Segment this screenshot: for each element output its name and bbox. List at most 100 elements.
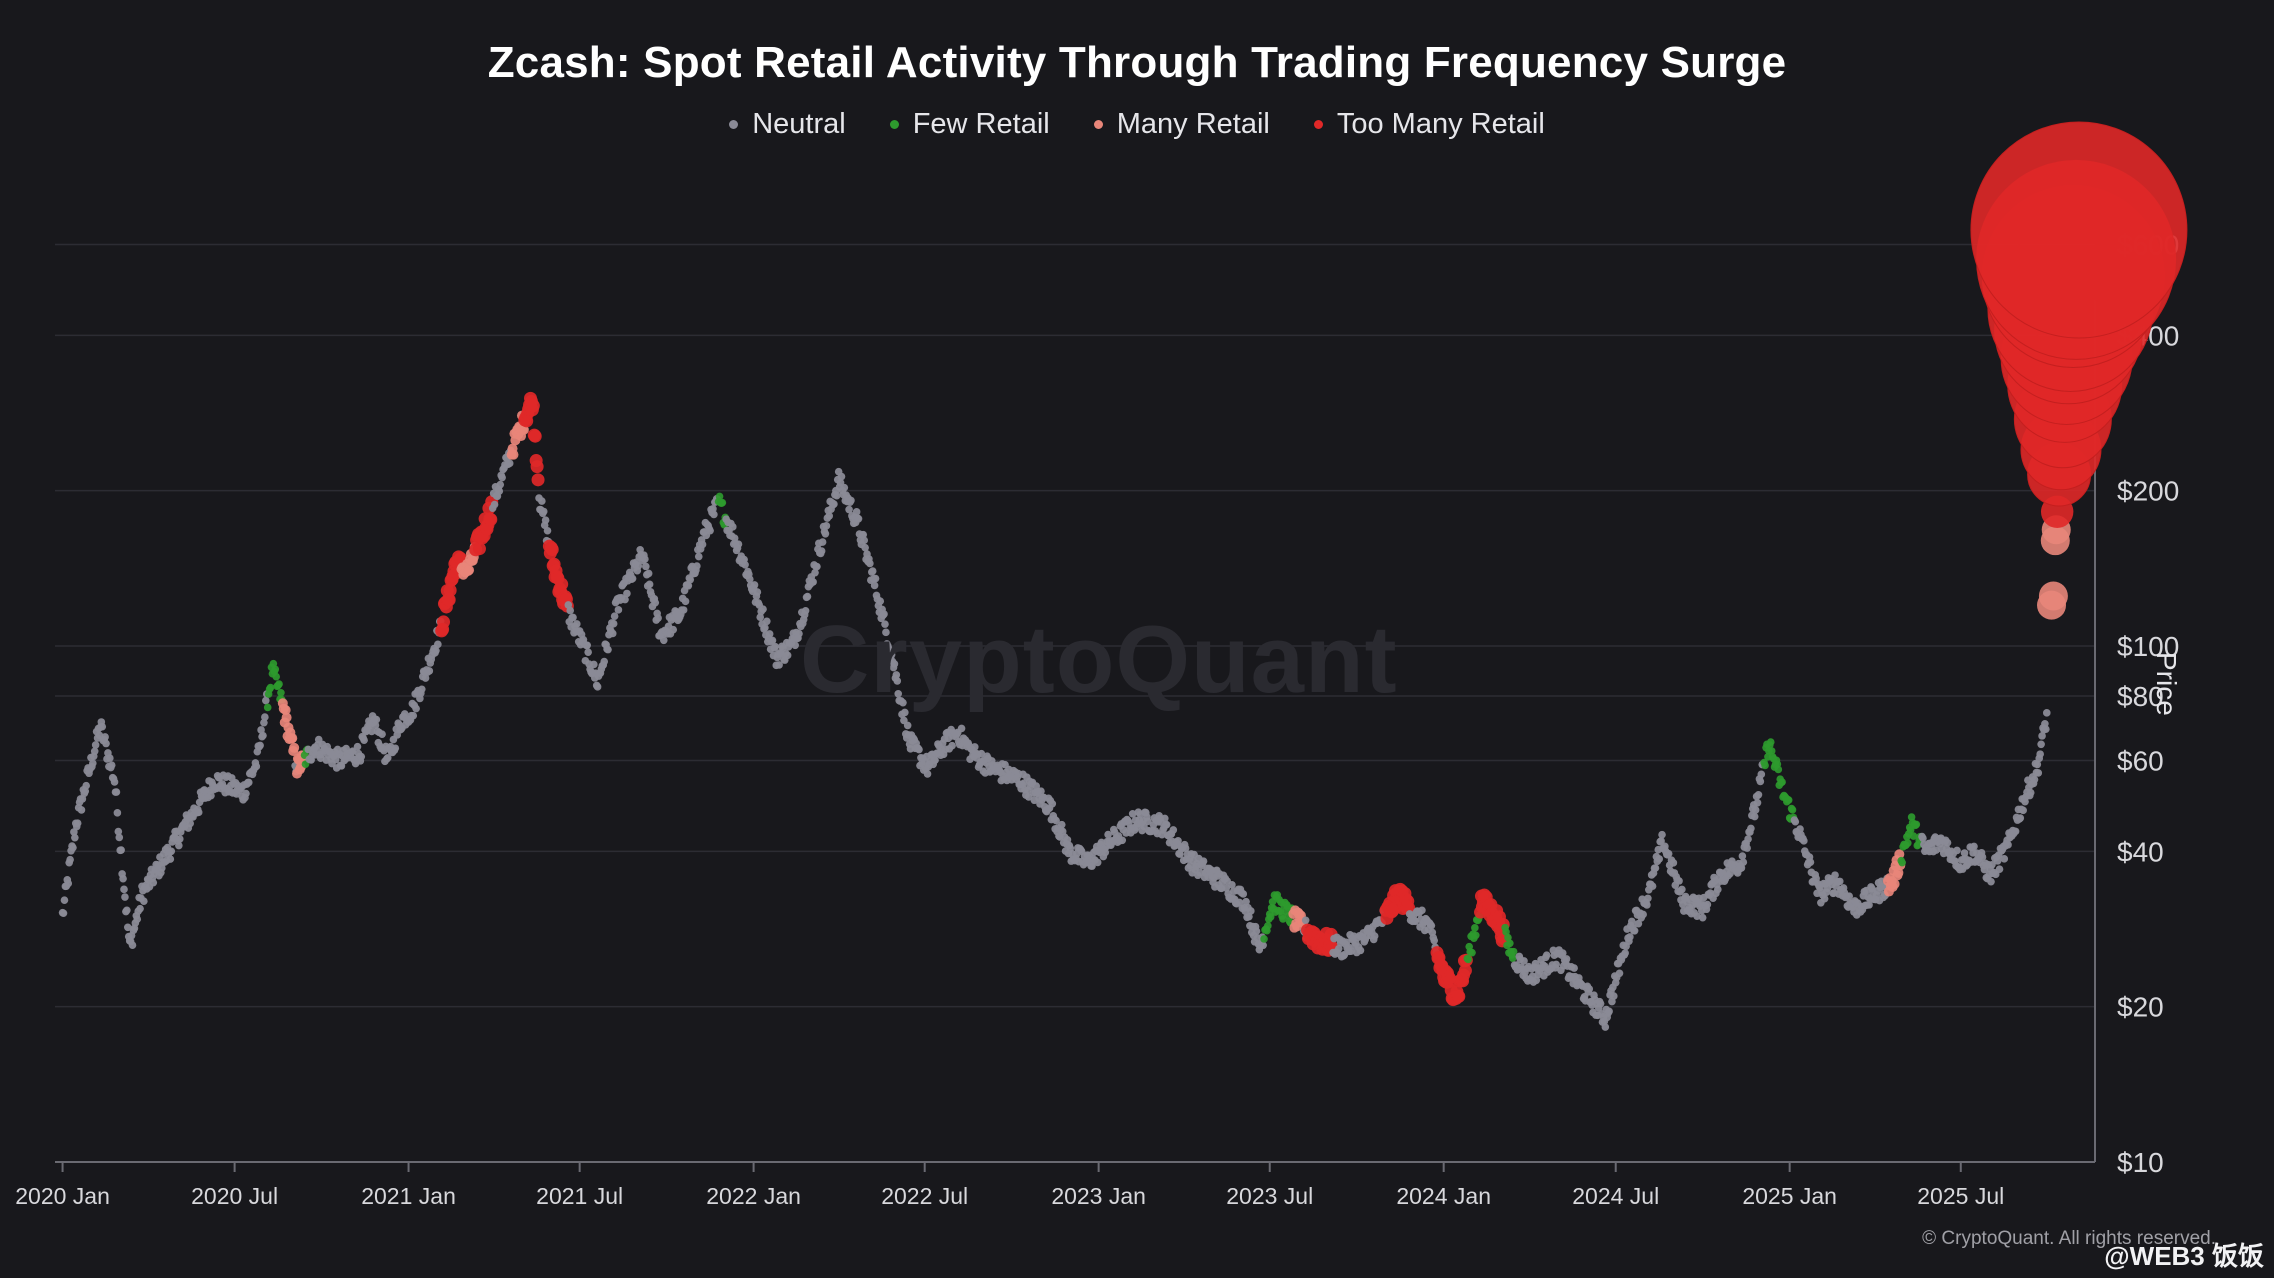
data-point-neutral bbox=[1048, 799, 1057, 808]
data-point-neutral bbox=[569, 613, 577, 622]
data-point-neutral bbox=[818, 538, 827, 546]
data-point-neutral bbox=[709, 505, 717, 513]
data-point-few bbox=[1506, 939, 1514, 948]
data-point-neutral bbox=[89, 759, 97, 768]
x-tick-label: 2021 Jan bbox=[361, 1183, 456, 1209]
data-point-neutral bbox=[1125, 818, 1133, 827]
data-point-neutral bbox=[1037, 787, 1045, 795]
data-point-neutral bbox=[753, 588, 762, 596]
data-point-neutral bbox=[1195, 868, 1204, 877]
legend-item-too-many-retail[interactable]: Too Many Retail bbox=[1313, 108, 1545, 141]
data-point-neutral bbox=[1657, 837, 1665, 845]
data-point-few bbox=[275, 680, 283, 688]
data-point-neutral bbox=[1621, 949, 1629, 957]
data-point-neutral bbox=[2038, 732, 2046, 740]
data-point-neutral bbox=[761, 623, 769, 632]
data-point-few bbox=[1912, 820, 1921, 829]
data-point-neutral bbox=[123, 923, 132, 932]
data-point-neutral bbox=[90, 747, 99, 756]
data-point-neutral bbox=[110, 778, 119, 786]
data-point-few bbox=[718, 498, 727, 507]
data-point-neutral bbox=[1675, 877, 1683, 885]
data-point-few bbox=[1464, 955, 1473, 964]
data-point-many bbox=[287, 733, 298, 744]
data-point-neutral bbox=[1627, 917, 1636, 926]
x-tick-label: 2023 Jul bbox=[1226, 1183, 1313, 1209]
data-point-neutral bbox=[149, 878, 158, 887]
legend-item-many-retail[interactable]: Many Retail bbox=[1093, 108, 1270, 141]
data-point-neutral bbox=[353, 742, 362, 751]
data-point-neutral bbox=[1750, 812, 1759, 821]
data-point-neutral bbox=[693, 562, 701, 570]
data-point-few bbox=[1904, 839, 1912, 847]
data-point-neutral bbox=[1664, 849, 1673, 858]
data-point-neutral bbox=[82, 781, 90, 790]
data-point-neutral bbox=[60, 896, 69, 904]
data-point-neutral bbox=[870, 581, 879, 590]
data-point-neutral bbox=[391, 744, 400, 753]
data-point-neutral bbox=[684, 581, 693, 590]
data-point-many bbox=[280, 704, 291, 715]
data-point-few bbox=[1788, 806, 1797, 814]
data-point-neutral bbox=[623, 589, 631, 598]
data-point-few bbox=[1906, 826, 1915, 834]
data-point-neutral bbox=[102, 739, 110, 748]
data-point-neutral bbox=[1639, 910, 1647, 919]
legend-few-label: Few Retail bbox=[912, 108, 1050, 140]
y-tick-label: $10 bbox=[2117, 1147, 2164, 1178]
data-point-neutral bbox=[1199, 857, 1208, 866]
data-point-neutral bbox=[71, 833, 79, 842]
data-point-neutral bbox=[1739, 858, 1748, 867]
x-tick-label: 2021 Jul bbox=[536, 1183, 623, 1209]
data-point-neutral bbox=[894, 689, 903, 698]
x-tick-label: 2023 Jan bbox=[1051, 1183, 1146, 1209]
data-point-neutral bbox=[801, 606, 810, 615]
data-point-few bbox=[1766, 738, 1775, 746]
data-point-neutral bbox=[741, 560, 749, 569]
data-point-few bbox=[277, 688, 285, 697]
data-point-neutral bbox=[610, 612, 619, 621]
data-point-neutral bbox=[128, 941, 137, 950]
data-point-few bbox=[1264, 922, 1272, 930]
y-tick-label: $60 bbox=[2117, 745, 2164, 776]
data-point-few bbox=[1468, 948, 1476, 957]
data-point-neutral bbox=[2042, 709, 2051, 717]
data-point-neutral bbox=[505, 459, 514, 468]
data-point-neutral bbox=[77, 806, 86, 814]
data-point-neutral bbox=[1418, 906, 1426, 915]
data-point-neutral bbox=[1744, 835, 1752, 843]
data-point-neutral bbox=[1753, 798, 1762, 807]
data-point-neutral bbox=[1247, 907, 1255, 915]
data-point-neutral bbox=[1978, 853, 1987, 861]
data-point-neutral bbox=[1252, 927, 1261, 935]
data-point-neutral bbox=[1104, 830, 1112, 839]
data-point-neutral bbox=[859, 530, 868, 539]
data-point-neutral bbox=[1970, 842, 1978, 851]
data-point-few bbox=[1260, 935, 1268, 943]
data-point-neutral bbox=[331, 755, 340, 764]
data-point-too_many bbox=[484, 512, 498, 526]
data-point-neutral bbox=[1831, 871, 1839, 879]
data-point-neutral bbox=[977, 749, 986, 758]
data-point-neutral bbox=[538, 497, 546, 505]
data-point-neutral bbox=[861, 543, 869, 552]
data-point-neutral bbox=[1615, 969, 1624, 978]
data-point-neutral bbox=[868, 567, 877, 575]
data-point-neutral bbox=[871, 574, 880, 583]
data-point-many bbox=[281, 712, 292, 723]
data-point-neutral bbox=[1993, 857, 2002, 865]
data-point-neutral bbox=[825, 512, 834, 520]
data-point-neutral bbox=[1093, 858, 1102, 867]
data-point-neutral bbox=[728, 523, 737, 531]
data-point-neutral bbox=[756, 613, 765, 621]
legend-neutral-dot-icon bbox=[729, 120, 739, 129]
legend-item-neutral[interactable]: Neutral bbox=[729, 108, 846, 141]
data-point-too_many bbox=[443, 583, 457, 597]
legend-item-few-retail[interactable]: Few Retail bbox=[889, 108, 1050, 141]
data-point-neutral bbox=[113, 809, 122, 817]
data-point-neutral bbox=[892, 671, 901, 679]
data-point-neutral bbox=[1703, 900, 1712, 909]
data-point-neutral bbox=[837, 472, 846, 481]
data-point-neutral bbox=[642, 562, 650, 571]
data-point-neutral bbox=[584, 648, 592, 656]
